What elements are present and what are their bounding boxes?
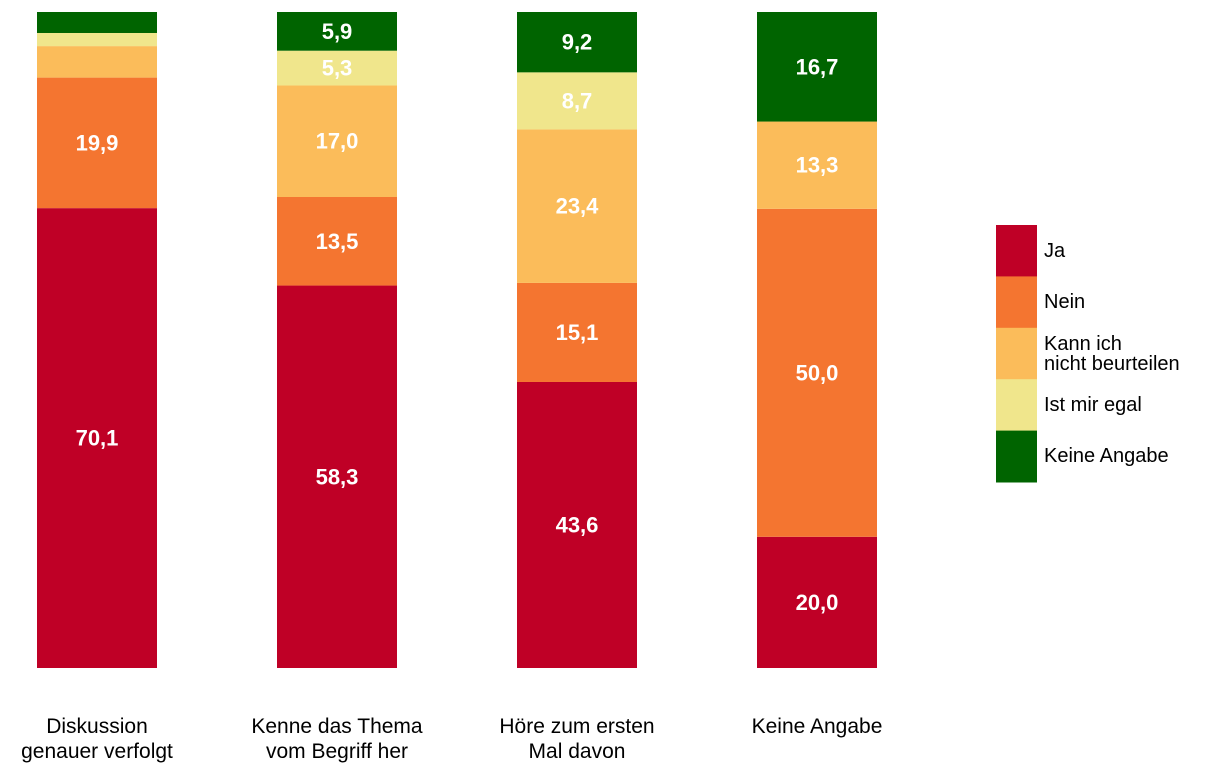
- bar-segment: [757, 121, 877, 209]
- legend-swatch: [996, 276, 1037, 329]
- bar-segment: [277, 196, 397, 286]
- bar-segment: [517, 381, 637, 668]
- bar-segment: [37, 12, 157, 33]
- data-label: 17,0: [316, 129, 359, 154]
- legend-swatch: [996, 225, 1037, 277]
- legend-label: Keine Angabe: [1044, 445, 1169, 468]
- legend-swatch: [996, 379, 1037, 432]
- data-label: 23,4: [556, 194, 600, 219]
- data-label: 15,1: [556, 320, 599, 345]
- data-label: 13,3: [796, 153, 839, 178]
- legend-label: Nein: [1044, 291, 1086, 314]
- legend-label: Ja: [1044, 239, 1066, 262]
- bar-segment: [517, 282, 637, 382]
- data-label: 43,6: [556, 512, 599, 537]
- x-tick-label: Kenne das Thema vom Begriff her: [251, 715, 423, 763]
- bar-segment: [517, 12, 637, 73]
- data-label: 16,7: [796, 54, 839, 79]
- x-tick-label: Diskussion genauer verfolgt: [21, 715, 173, 763]
- data-label: 70,1: [76, 426, 119, 451]
- bar-segment: [757, 12, 877, 122]
- bar-segment: [277, 50, 397, 86]
- data-label: 58,3: [316, 464, 359, 489]
- bar-segment: [517, 72, 637, 130]
- legend-label: Kann ich nicht beurteilen: [1044, 332, 1180, 375]
- bar-segment: [517, 129, 637, 283]
- data-label: 19,9: [76, 130, 119, 155]
- bar-segment: [37, 77, 157, 209]
- bar-segment: [37, 32, 157, 47]
- legend-swatch: [996, 430, 1037, 483]
- legend-label: Ist mir egal: [1044, 393, 1142, 416]
- x-tick-label: Höre zum ersten Mal davon: [499, 715, 655, 763]
- x-tick-label: Keine Angabe: [751, 715, 883, 738]
- bar-segment: [757, 536, 877, 668]
- bar-segment: [757, 208, 877, 537]
- data-label: 50,0: [796, 360, 839, 385]
- legend-swatch: [996, 327, 1037, 380]
- data-label: 9,2: [562, 30, 593, 55]
- bar-segment: [37, 208, 157, 669]
- bar-segment: [277, 12, 397, 51]
- bar-segment: [37, 46, 157, 78]
- data-label: 13,5: [316, 229, 359, 254]
- data-label: 5,3: [322, 56, 353, 81]
- data-label: 20,0: [796, 590, 839, 615]
- data-label: 5,9: [322, 19, 353, 44]
- bar-segment: [277, 85, 397, 197]
- data-label: 8,7: [562, 88, 593, 113]
- bar-segment: [277, 285, 397, 668]
